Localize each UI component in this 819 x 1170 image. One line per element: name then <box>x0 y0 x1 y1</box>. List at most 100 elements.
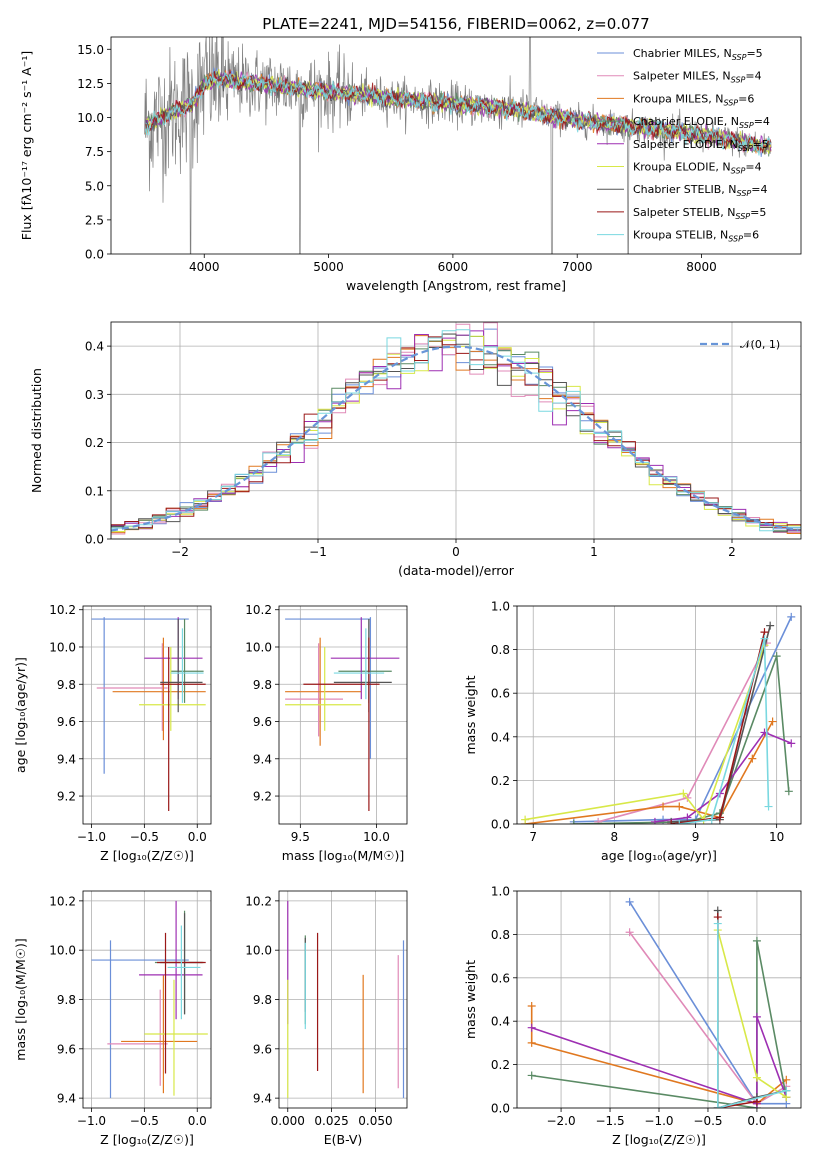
legend-text: Chabrier STELIB, N <box>633 183 737 196</box>
legend-count: =5 <box>746 47 762 60</box>
y-tick-label: 9.6 <box>253 1042 272 1056</box>
y-tick-label: 10.0 <box>245 944 272 958</box>
y-tick-label: 10.0 <box>49 944 76 958</box>
series-point <box>683 813 692 822</box>
series-point <box>527 1071 536 1080</box>
errorbar-kroupa-stelib <box>170 628 204 703</box>
series-point <box>650 817 659 824</box>
series-point <box>713 1104 722 1108</box>
model-line-salpeter-stelib <box>145 69 772 154</box>
series-point <box>521 815 530 824</box>
y-tick-label: 10.2 <box>49 603 76 617</box>
series-point <box>782 1086 791 1095</box>
y-tick-label: 5.0 <box>85 179 104 193</box>
plot-area <box>287 900 405 1099</box>
x-tick-label: 0.000 <box>271 1114 305 1128</box>
y-tick-label: 9.2 <box>57 790 76 804</box>
legend-entry-kroupa-stelib: Kroupa STELIB, NSSP=6 <box>633 229 759 244</box>
panel-weight_vs_age: 7 8 9 10 0.0 0.2 0.4 0.6 0.8 1.0 age [log₁₀(age/yr… <box>463 600 802 863</box>
grid-lines <box>517 605 801 825</box>
x-tick-label: 8 <box>611 830 619 844</box>
series-point <box>667 820 676 824</box>
series-point <box>752 1073 761 1082</box>
legend-text: Kroupa STELIB, N <box>633 229 728 242</box>
y-tick-label: 10.0 <box>49 640 76 654</box>
series-point <box>679 789 688 798</box>
axes-frame <box>278 890 408 1109</box>
legend-entry-salpeter-stelib: Salpeter STELIB, NSSP=5 <box>633 206 766 221</box>
x-axis-label: (data-model)/error <box>398 563 515 578</box>
y-tick-label: 1.0 <box>491 885 510 899</box>
x-axis-label: mass [log₁₀(M/M☉)] <box>282 848 404 863</box>
x-tick-label: 0.025 <box>314 1114 348 1128</box>
plot-area <box>144 37 772 254</box>
x-tick-label: −0.5 <box>693 1114 722 1128</box>
errorbar-chabrier-miles <box>285 617 372 759</box>
series-point <box>766 621 775 630</box>
errorbar-kroupa-stelib <box>333 628 385 700</box>
errorbar-kroupa-stelib <box>167 925 201 1020</box>
y-tick-label: 9.8 <box>57 993 76 1007</box>
x-axis-label: age [log₁₀(age/yr)] <box>601 848 717 863</box>
legend-text: Salpeter MILES, N <box>633 70 731 83</box>
series-point <box>675 802 684 811</box>
series-point <box>764 802 773 811</box>
x-tick-label: 1 <box>590 545 598 559</box>
y-axis-label: age [log₁₀(age/yr)] <box>13 657 28 773</box>
y-tick-label: 0.8 <box>491 928 510 942</box>
y-tick-label: 0.2 <box>85 436 104 450</box>
y-tick-label: 0.0 <box>85 533 104 547</box>
y-tick-label: 0.0 <box>491 1102 510 1116</box>
x-tick-label: 0.050 <box>358 1114 392 1128</box>
legend-count: =6 <box>738 92 754 105</box>
series-line <box>717 923 787 1108</box>
series-point <box>715 813 724 822</box>
x-axis-label: Z [log₁₀(Z/Z☉)] <box>612 1132 706 1147</box>
y-tick-label: 7.5 <box>85 145 104 159</box>
legend-entry-chabrier-stelib: Chabrier STELIB, NSSP=4 <box>633 183 767 198</box>
errorbar-chabrier-stelib <box>333 619 392 713</box>
errorbar-kroupa-elodie <box>285 646 362 731</box>
series-chabrier-elodie <box>569 652 793 824</box>
legend-count: =6 <box>743 229 759 242</box>
x-tick-label: −1.0 <box>77 830 106 844</box>
series-point <box>527 1038 536 1047</box>
y-tick-label: 0.6 <box>491 971 510 985</box>
legend-text: Salpeter STELIB, N <box>633 206 735 219</box>
x-tick-label: 9 <box>692 830 700 844</box>
y-tick-label: 0.4 <box>85 340 104 354</box>
errorbar-salpeter-miles <box>107 989 168 1086</box>
series-point <box>752 936 761 945</box>
y-tick-label: 9.6 <box>57 715 76 729</box>
x-tick-label: 10.0 <box>363 830 390 844</box>
series-line <box>679 638 770 824</box>
series-point <box>625 928 634 937</box>
y-tick-label: 9.8 <box>253 678 272 692</box>
grid-lines <box>83 891 211 1108</box>
x-tick-label: −0.5 <box>130 1114 159 1128</box>
series-line <box>597 642 768 823</box>
legend-text: Kroupa MILES, N <box>633 92 723 105</box>
axes-frame <box>110 321 802 540</box>
y-tick-label: 9.8 <box>253 993 272 1007</box>
x-axis-label: Z [log₁₀(Z/Z☉)] <box>100 848 194 863</box>
series-point <box>760 634 769 643</box>
series-point <box>625 897 634 906</box>
x-tick-label: −1.0 <box>644 1114 673 1128</box>
y-tick-label: 0.6 <box>491 687 510 701</box>
errorbar-salpeter-elodie <box>144 617 203 700</box>
legend-subscript: SSP <box>732 53 747 62</box>
x-tick-label: 0.0 <box>188 830 207 844</box>
chart-title: PLATE=2241, MJD=54156, FIBERID=0062, z=0… <box>262 15 649 33</box>
legend-count: =4 <box>754 115 770 128</box>
legend-text: Kroupa ELODIE, N <box>633 161 731 174</box>
model-line-kroupa-stelib <box>145 71 771 156</box>
x-tick-label: −1 <box>309 545 327 559</box>
legend-entry-salpeter-elodie: Salpeter ELODIE, NSSP=5 <box>633 138 769 153</box>
series-point <box>713 919 722 928</box>
legend-subscript: SSP <box>737 189 752 198</box>
panel-mass_vs_Z: −1.0 −0.5 0.0 9.4 9.6 9.8 10.0 10.2 Z [log₁₀(Z/Z… <box>13 890 212 1147</box>
panel-age_vs_mass: 9.5 10.0 9.2 9.4 9.6 9.8 10.0 10.2 mass [log₁₀(M… <box>245 603 408 863</box>
series-point <box>772 652 781 661</box>
